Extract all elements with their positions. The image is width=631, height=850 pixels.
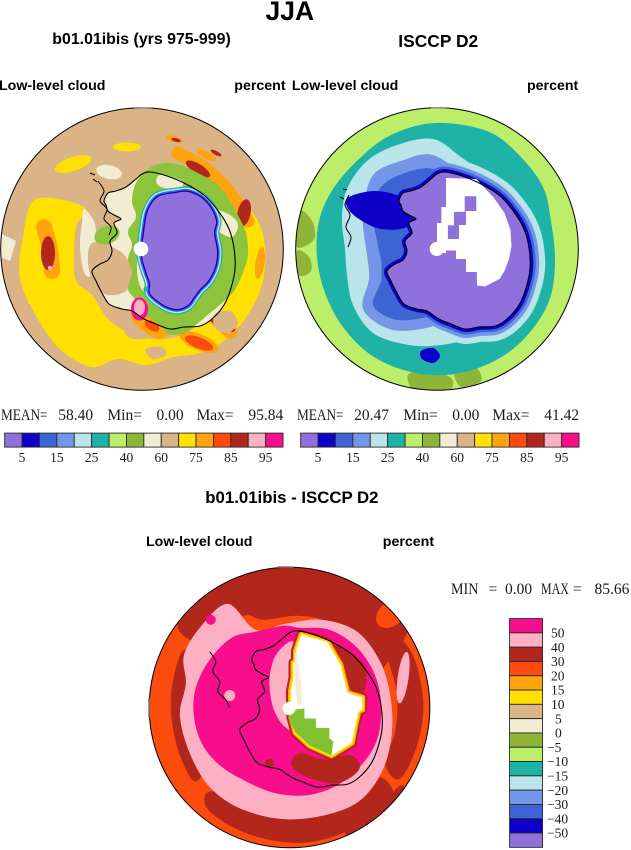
svg-text:15: 15 (551, 683, 565, 698)
svg-text:40: 40 (120, 450, 134, 465)
svg-text:95: 95 (554, 450, 568, 465)
svg-text:50: 50 (551, 626, 565, 641)
svg-text:0: 0 (555, 726, 562, 741)
svg-text:60: 60 (450, 450, 464, 465)
svg-text:−15: −15 (547, 769, 568, 784)
svg-text:85: 85 (520, 450, 534, 465)
svg-text:5: 5 (555, 711, 562, 726)
svg-text:10: 10 (551, 697, 565, 712)
svg-text:5: 5 (314, 450, 321, 465)
svg-text:30: 30 (551, 654, 565, 669)
svg-text:25: 25 (380, 450, 394, 465)
svg-text:75: 75 (189, 450, 203, 465)
svg-text:25: 25 (85, 450, 99, 465)
svg-text:75: 75 (485, 450, 499, 465)
svg-text:95: 95 (259, 450, 273, 465)
svg-text:15: 15 (50, 450, 64, 465)
svg-text:40: 40 (415, 450, 429, 465)
svg-text:85: 85 (224, 450, 238, 465)
svg-text:−20: −20 (547, 783, 568, 798)
svg-text:20: 20 (551, 668, 565, 683)
svg-text:−5: −5 (547, 740, 562, 755)
svg-text:−40: −40 (547, 811, 568, 826)
svg-text:60: 60 (155, 450, 169, 465)
svg-text:−10: −10 (547, 754, 568, 769)
svg-text:5: 5 (19, 450, 26, 465)
svg-text:−50: −50 (547, 826, 568, 841)
svg-text:15: 15 (346, 450, 360, 465)
svg-text:40: 40 (551, 640, 565, 655)
svg-text:−30: −30 (547, 797, 568, 812)
